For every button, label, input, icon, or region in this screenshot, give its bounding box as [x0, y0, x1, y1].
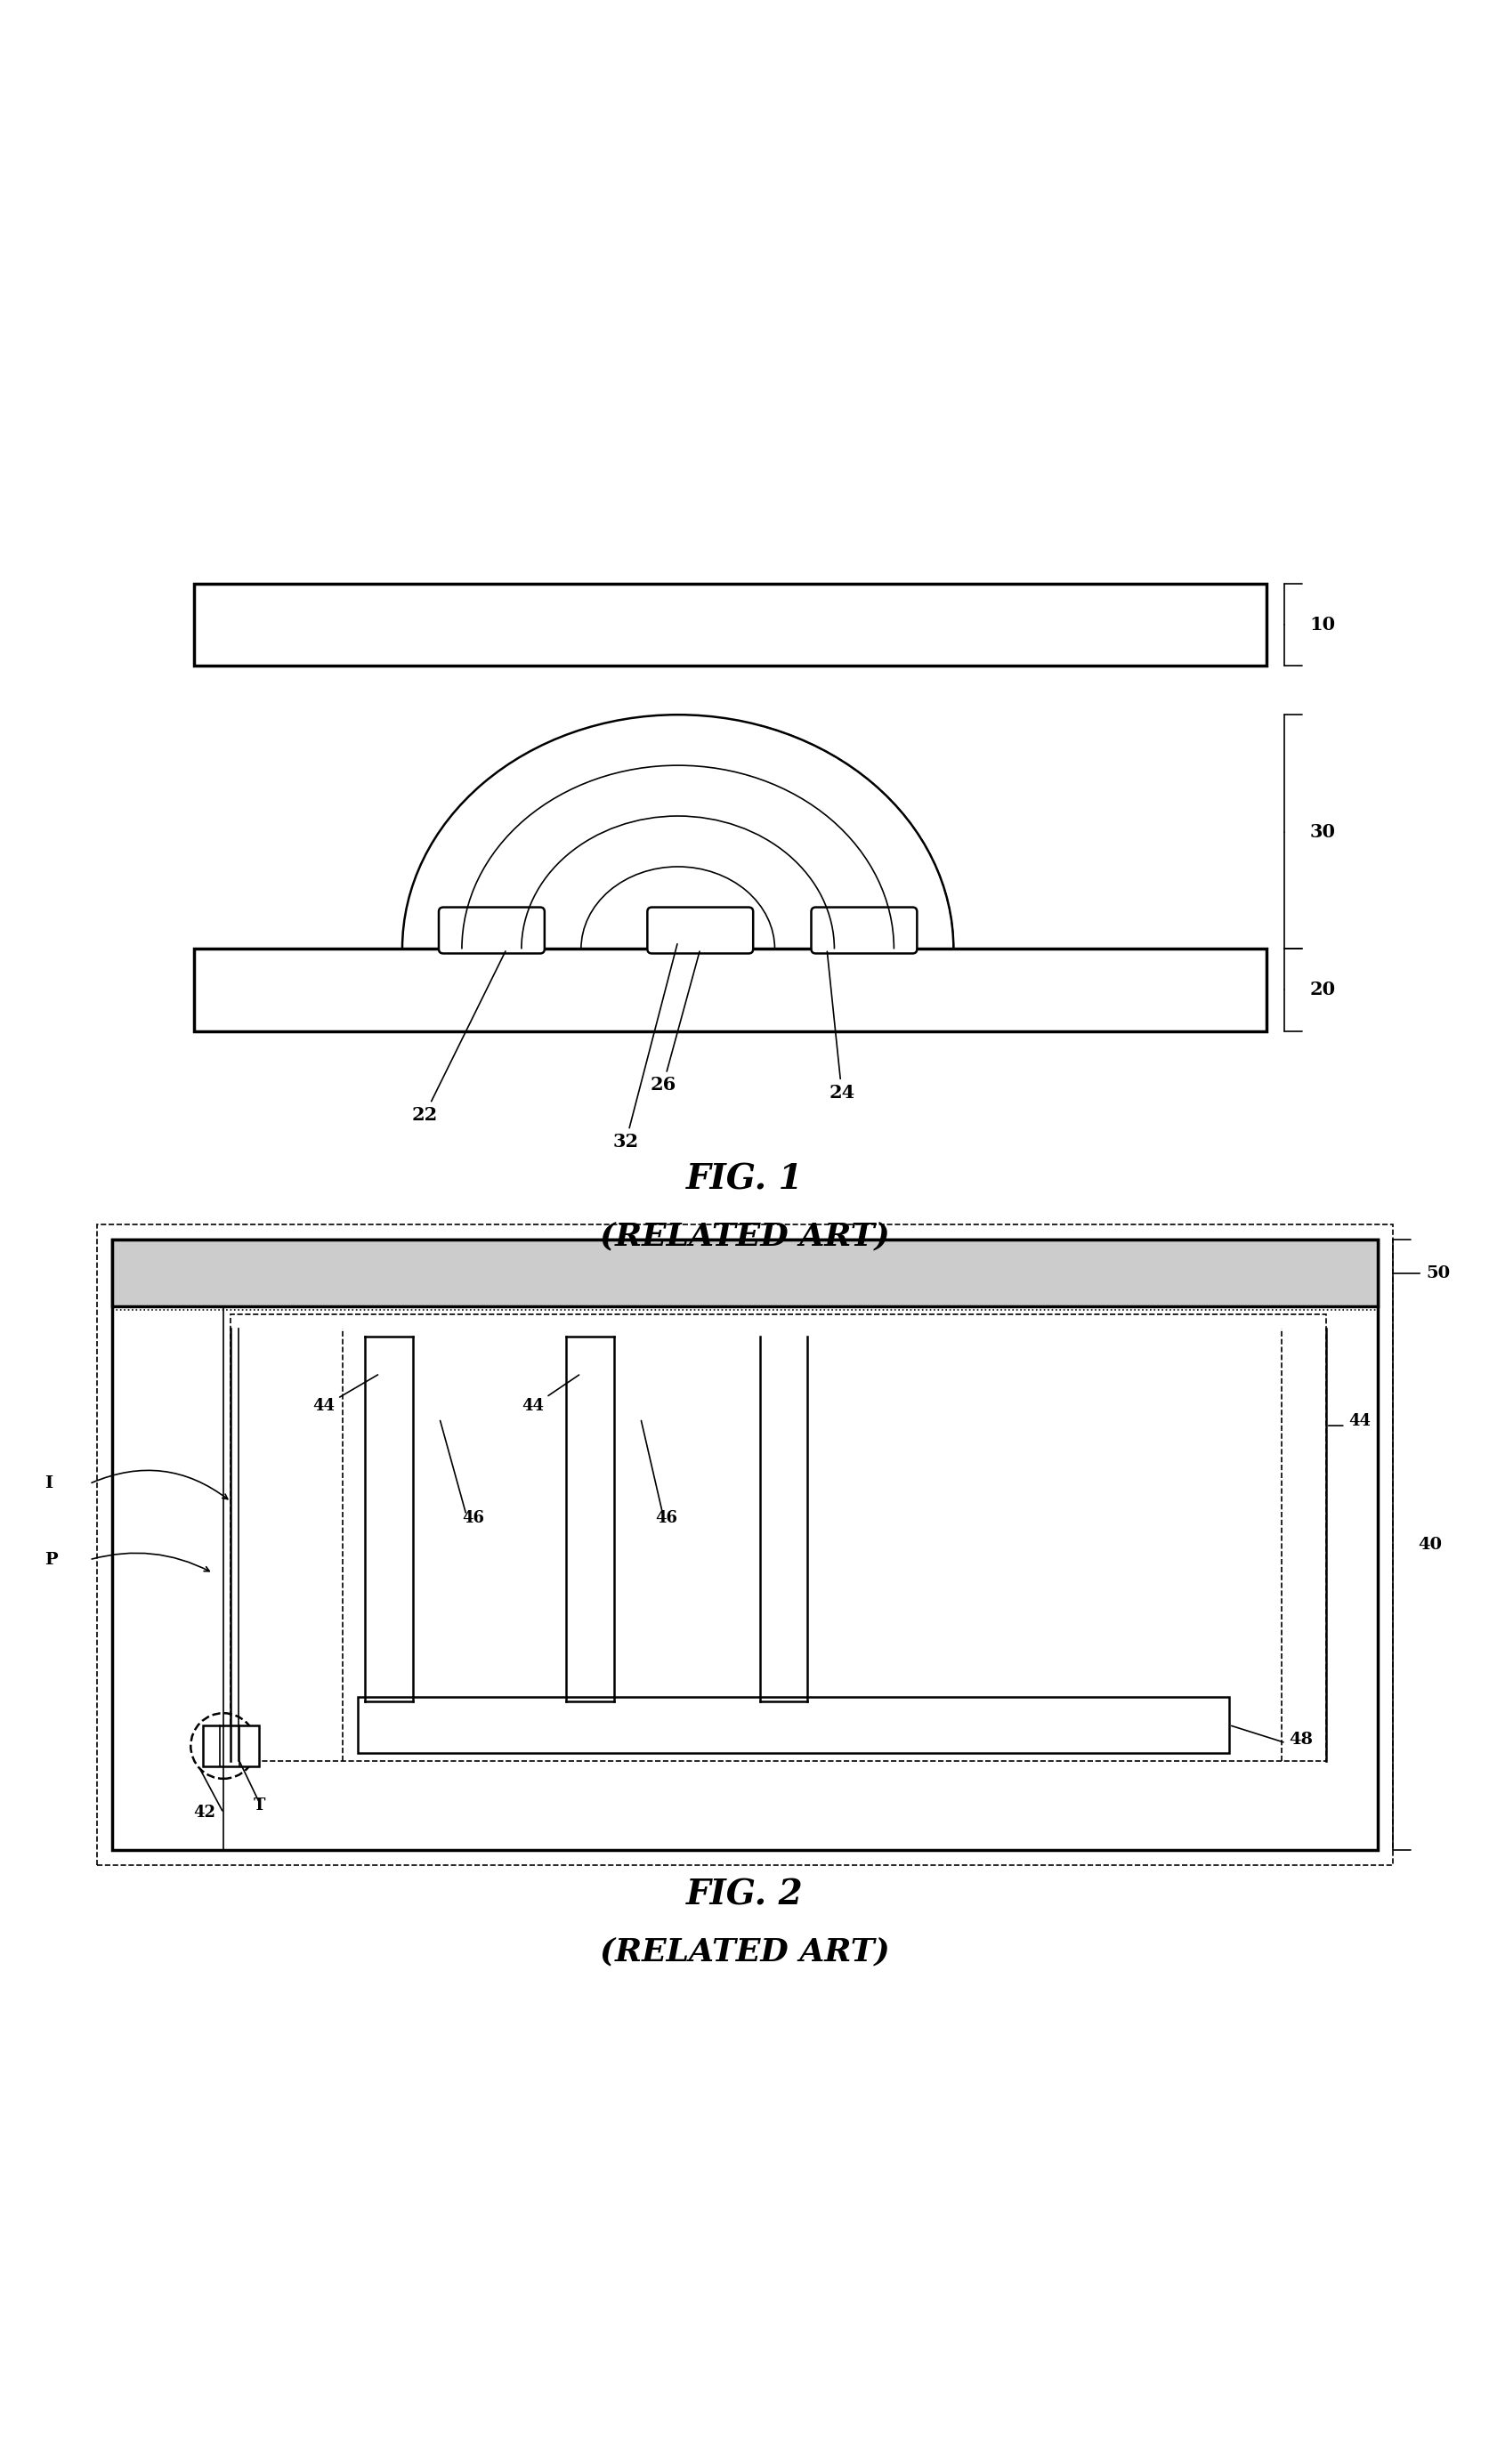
Text: 46: 46	[462, 1510, 484, 1525]
FancyBboxPatch shape	[203, 1725, 259, 1767]
Text: (RELATED ART): (RELATED ART)	[600, 1222, 889, 1252]
FancyBboxPatch shape	[810, 907, 916, 954]
Text: I: I	[45, 1476, 52, 1491]
Text: 44: 44	[1348, 1414, 1370, 1429]
Text: 24: 24	[826, 951, 855, 1101]
FancyBboxPatch shape	[438, 907, 545, 954]
Text: 10: 10	[1309, 616, 1334, 633]
Polygon shape	[112, 1239, 1377, 1306]
Text: 46: 46	[655, 1510, 677, 1525]
FancyBboxPatch shape	[646, 907, 753, 954]
Text: P: P	[45, 1552, 58, 1567]
Text: FIG. 1: FIG. 1	[686, 1163, 803, 1198]
Text: 48: 48	[1288, 1732, 1312, 1747]
Text: 42: 42	[194, 1806, 216, 1821]
Text: 22: 22	[411, 951, 505, 1124]
Text: 44: 44	[313, 1375, 378, 1414]
FancyBboxPatch shape	[357, 1698, 1228, 1754]
Text: 44: 44	[521, 1375, 579, 1414]
Text: 20: 20	[1309, 981, 1334, 998]
FancyBboxPatch shape	[194, 949, 1266, 1030]
Text: 32: 32	[612, 944, 677, 1151]
Text: T: T	[253, 1799, 265, 1814]
Text: 50: 50	[1425, 1264, 1449, 1281]
Text: 26: 26	[649, 951, 700, 1094]
Text: 40: 40	[1418, 1538, 1441, 1552]
Text: (RELATED ART): (RELATED ART)	[600, 1937, 889, 1966]
Text: 30: 30	[1309, 823, 1334, 840]
FancyBboxPatch shape	[112, 1239, 1377, 1850]
Text: FIG. 2: FIG. 2	[686, 1878, 803, 1912]
FancyBboxPatch shape	[194, 584, 1266, 665]
